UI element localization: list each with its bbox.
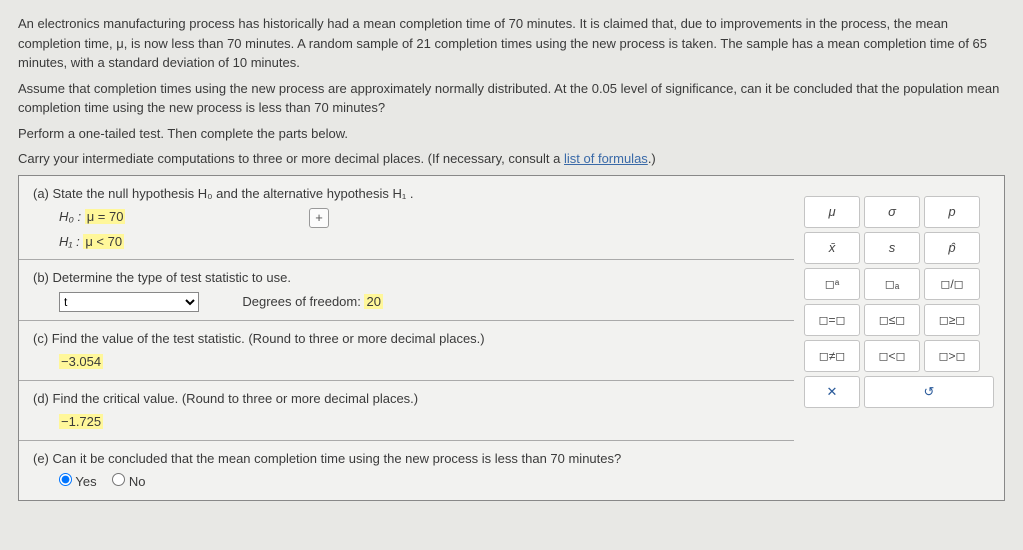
intro-p4-pre: Carry your intermediate computations to … — [18, 151, 564, 166]
label-a: (a) — [33, 186, 49, 201]
keypad-grid: μ σ p x̄ s p̂ ◻ᵃ ◻ₐ ◻/◻ ◻=◻ ◻≤◻ ◻≥◻ ◻≠◻ … — [804, 196, 994, 372]
section-e: (e) Can it be concluded that the mean co… — [19, 441, 794, 500]
formulas-link[interactable]: list of formulas — [564, 151, 648, 166]
key-le[interactable]: ◻≤◻ — [864, 304, 920, 336]
text-b: Determine the type of test statistic to … — [53, 270, 291, 285]
radio-no-label[interactable]: No — [112, 474, 145, 489]
intro-p1: An electronics manufacturing process has… — [18, 14, 1005, 73]
section-d: (d) Find the critical value. (Round to t… — [19, 381, 794, 441]
label-d: (d) — [33, 391, 49, 406]
dof-value[interactable]: 20 — [364, 294, 382, 309]
intro-p4: Carry your intermediate computations to … — [18, 149, 1005, 169]
key-gt[interactable]: ◻>◻ — [924, 340, 980, 372]
h0-value[interactable]: μ = 70 — [85, 209, 126, 224]
key-s[interactable]: s — [864, 232, 920, 264]
radio-yes-label[interactable]: Yes — [59, 474, 97, 489]
text-e: Can it be concluded that the mean comple… — [53, 451, 622, 466]
intro-p3: Perform a one-tailed test. Then complete… — [18, 124, 1005, 144]
section-c: (c) Find the value of the test statistic… — [19, 321, 794, 381]
section-a: (a) State the null hypothesis H₀ and the… — [19, 176, 794, 261]
label-c: (c) — [33, 331, 48, 346]
key-sigma[interactable]: σ — [864, 196, 920, 228]
radio-yes[interactable] — [59, 473, 72, 486]
b-controls: t Degrees of freedom: 20 — [59, 292, 780, 312]
key-ge[interactable]: ◻≥◻ — [924, 304, 980, 336]
d-answer: −1.725 — [59, 412, 780, 432]
keypad-footer: ✕ ↺ — [804, 376, 994, 408]
h1-row: H₁ : μ < 70 — [59, 232, 780, 252]
label-e: (e) — [33, 451, 49, 466]
dof-label: Degrees of freedom: — [242, 294, 364, 309]
key-fraction[interactable]: ◻/◻ — [924, 268, 980, 300]
h1-value[interactable]: μ < 70 — [83, 234, 124, 249]
key-p[interactable]: p — [924, 196, 980, 228]
problem-statement: An electronics manufacturing process has… — [18, 14, 1005, 169]
c-answer: −3.054 — [59, 352, 780, 372]
test-statistic-value[interactable]: −3.054 — [59, 354, 103, 369]
intro-p4-post: .) — [648, 151, 656, 166]
key-clear[interactable]: ✕ — [804, 376, 860, 408]
key-ne[interactable]: ◻≠◻ — [804, 340, 860, 372]
answer-sections: (a) State the null hypothesis H₀ and the… — [19, 176, 794, 500]
e-radios: Yes No — [59, 472, 780, 492]
key-lt[interactable]: ◻<◻ — [864, 340, 920, 372]
add-hypothesis-button[interactable]: + — [309, 208, 329, 228]
key-superscript[interactable]: ◻ᵃ — [804, 268, 860, 300]
key-subscript[interactable]: ◻ₐ — [864, 268, 920, 300]
symbol-keypad: μ σ p x̄ s p̂ ◻ᵃ ◻ₐ ◻/◻ ◻=◻ ◻≤◻ ◻≥◻ ◻≠◻ … — [804, 196, 994, 408]
intro-p2: Assume that completion times using the n… — [18, 79, 1005, 118]
key-mu[interactable]: μ — [804, 196, 860, 228]
h0-row: H₀ : μ = 70 + — [59, 207, 780, 228]
label-b: (b) — [33, 270, 49, 285]
key-xbar[interactable]: x̄ — [804, 232, 860, 264]
text-c: Find the value of the test statistic. (R… — [52, 331, 485, 346]
key-phat[interactable]: p̂ — [924, 232, 980, 264]
critical-value[interactable]: −1.725 — [59, 414, 103, 429]
radio-no[interactable] — [112, 473, 125, 486]
answer-box: (a) State the null hypothesis H₀ and the… — [18, 175, 1005, 501]
test-statistic-select[interactable]: t — [59, 292, 199, 312]
h1-lhs: H₁ : — [59, 234, 83, 249]
no-text: No — [129, 474, 146, 489]
text-a: State the null hypothesis H₀ and the alt… — [53, 186, 414, 201]
text-d: Find the critical value. (Round to three… — [53, 391, 419, 406]
yes-text: Yes — [75, 474, 96, 489]
key-equals[interactable]: ◻=◻ — [804, 304, 860, 336]
key-reset[interactable]: ↺ — [864, 376, 994, 408]
section-b: (b) Determine the type of test statistic… — [19, 260, 794, 321]
h0-lhs: H₀ : — [59, 209, 85, 224]
